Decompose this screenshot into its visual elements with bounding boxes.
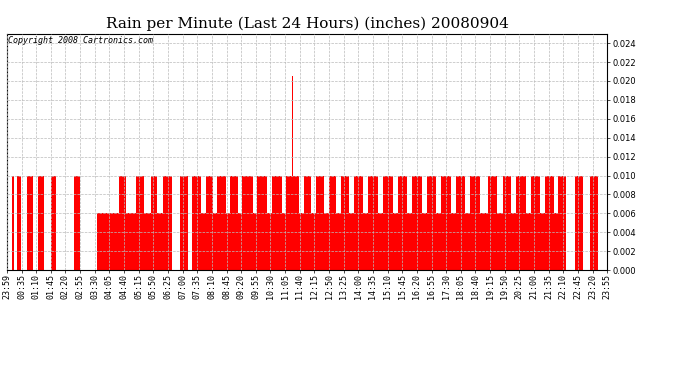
Text: Copyright 2008 Cartronics.com: Copyright 2008 Cartronics.com — [8, 36, 153, 45]
Title: Rain per Minute (Last 24 Hours) (inches) 20080904: Rain per Minute (Last 24 Hours) (inches)… — [106, 17, 509, 31]
